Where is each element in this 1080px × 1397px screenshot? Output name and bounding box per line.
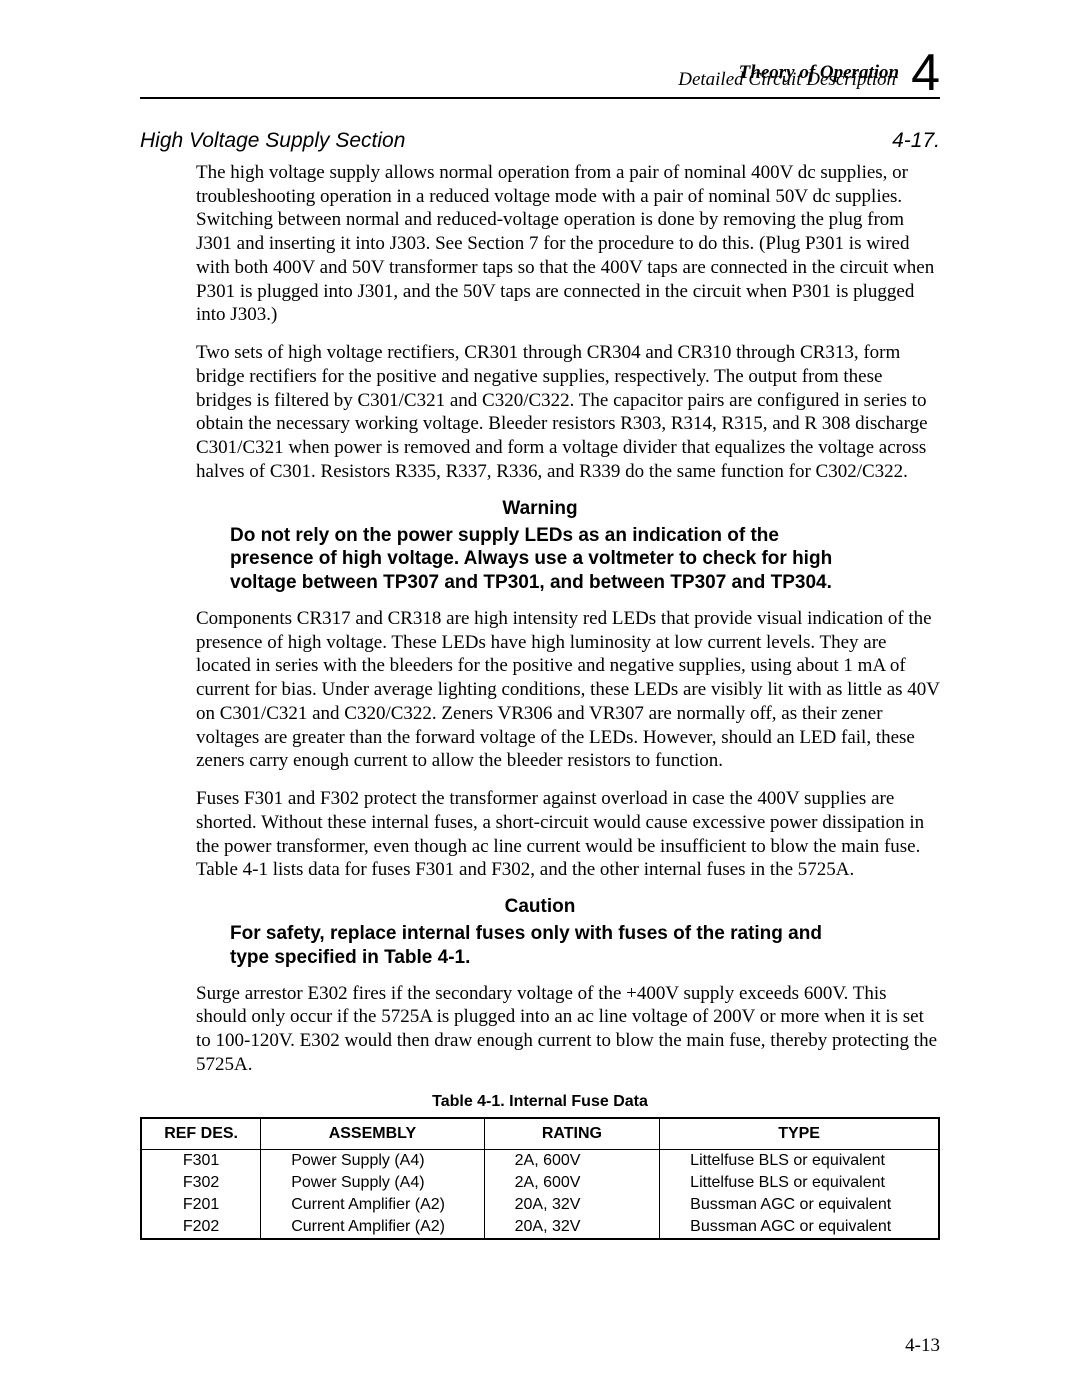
table-cell: Littelfuse BLS or equivalent [660,1172,939,1194]
page-number: 4-13 [905,1335,940,1357]
table-header-cell: TYPE [660,1118,939,1150]
table-row: F202 Current Amplifier (A2) 20A, 32V Bus… [141,1216,939,1239]
header-rule [140,97,940,99]
body-paragraph: Two sets of high voltage rectifiers, CR3… [196,341,940,484]
warning-heading: Warning [140,498,940,520]
table-cell: F202 [141,1216,261,1239]
table-cell: F301 [141,1149,261,1172]
caution-body: For safety, replace internal fuses only … [230,922,860,970]
section-heading: High Voltage Supply Section 4-17. [140,129,940,153]
table-cell: 2A, 600V [484,1149,660,1172]
table-body: F301 Power Supply (A4) 2A, 600V Littelfu… [141,1149,939,1239]
table-cell: 20A, 32V [484,1216,660,1239]
table-row: F201 Current Amplifier (A2) 20A, 32V Bus… [141,1194,939,1216]
table-cell: Littelfuse BLS or equivalent [660,1149,939,1172]
table-caption: Table 4-1. Internal Fuse Data [140,1093,940,1111]
body-paragraph: The high voltage supply allows normal op… [196,161,940,327]
table-row: F301 Power Supply (A4) 2A, 600V Littelfu… [141,1149,939,1172]
section-number: 4-17. [892,129,940,153]
table-cell: Power Supply (A4) [261,1172,484,1194]
table-cell: Power Supply (A4) [261,1149,484,1172]
body-paragraph: Components CR317 and CR318 are high inte… [196,607,940,773]
table-cell: Current Amplifier (A2) [261,1194,484,1216]
table-cell: 2A, 600V [484,1172,660,1194]
table-row: F302 Power Supply (A4) 2A, 600V Littelfu… [141,1172,939,1194]
section-title: High Voltage Supply Section [140,129,405,153]
chapter-number: 4 [911,50,940,97]
table-cell: F201 [141,1194,261,1216]
caution-heading: Caution [140,896,940,918]
fuse-data-table: REF DES. ASSEMBLY RATING TYPE F301 Power… [140,1117,940,1240]
page-header: Theory of Operation 4 Detailed Circuit D… [140,50,940,91]
table-cell: Bussman AGC or equivalent [660,1216,939,1239]
table-header-row: REF DES. ASSEMBLY RATING TYPE [141,1118,939,1150]
body-paragraph: Surge arrestor E302 fires if the seconda… [196,982,940,1077]
body-paragraph: Fuses F301 and F302 protect the transfor… [196,787,940,882]
table-cell: F302 [141,1172,261,1194]
table-header-cell: RATING [484,1118,660,1150]
warning-body: Do not rely on the power supply LEDs as … [230,524,860,595]
chapter-subtitle: Detailed Circuit Description [140,69,896,91]
table-cell: Current Amplifier (A2) [261,1216,484,1239]
table-header-cell: REF DES. [141,1118,261,1150]
table-cell: Bussman AGC or equivalent [660,1194,939,1216]
table-cell: 20A, 32V [484,1194,660,1216]
table-header-cell: ASSEMBLY [261,1118,484,1150]
